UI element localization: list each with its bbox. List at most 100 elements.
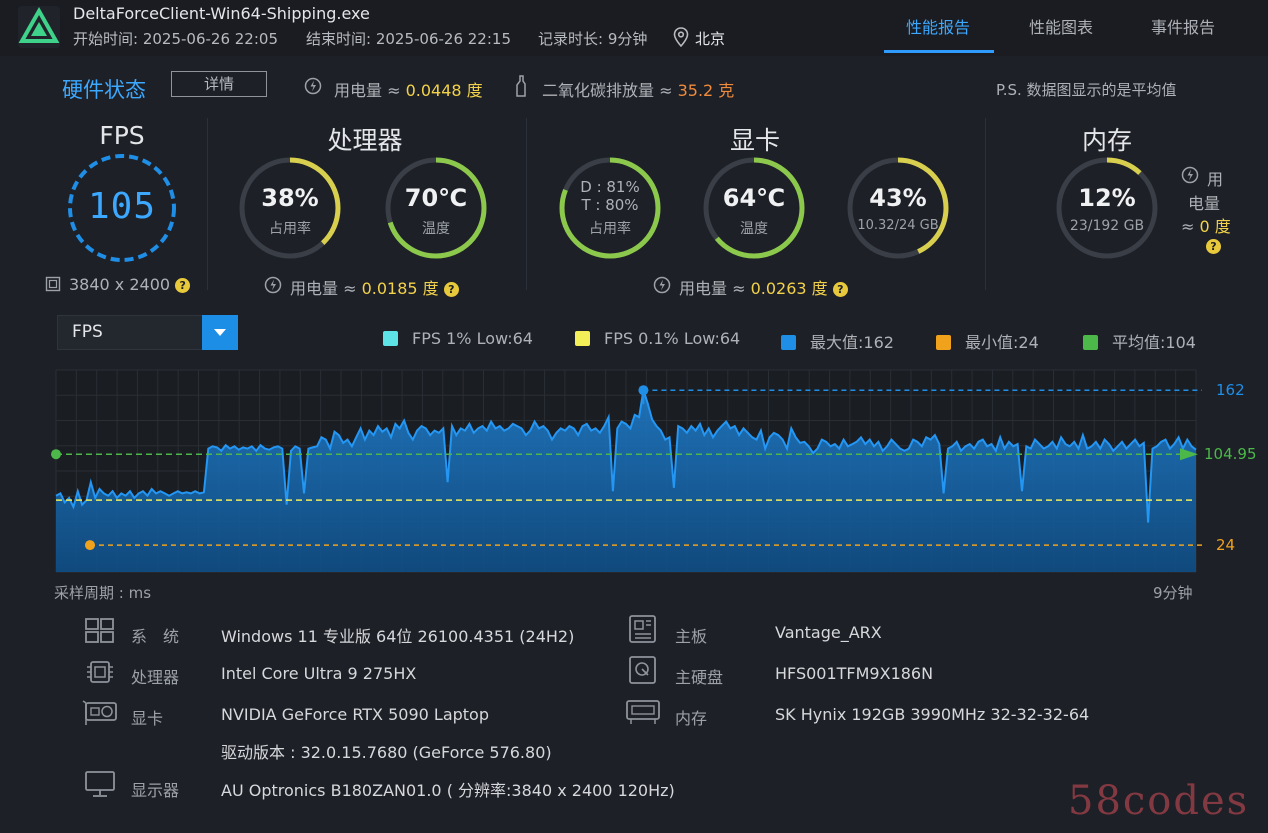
cpu-power-label: 用电量 ≈ [290, 279, 357, 298]
divider [526, 118, 527, 290]
legend-swatch [1083, 335, 1098, 350]
location: 北京 [695, 30, 726, 48]
watermark: 58codes [1068, 778, 1250, 824]
spec-disk-label: 主硬盘 [675, 668, 724, 687]
gpu-vram-value: 43% [869, 184, 927, 212]
gpu-usage-t: T : 80% [581, 196, 639, 214]
avg-value-label: 104.95 [1204, 445, 1257, 463]
gpu-usage-label: 占用率 [589, 221, 631, 237]
memory-power-help-icon[interactable]: ? [1206, 239, 1221, 254]
gpu-vram-label: 10.32/24 GB [857, 218, 939, 233]
title-bar [0, 0, 1268, 56]
spec-cpu-label: 处理器 [131, 668, 180, 687]
memory-power-prefix: ≈ [1181, 217, 1200, 236]
fps-line [55, 389, 1197, 523]
memory-power-value: 0 度 [1199, 217, 1231, 236]
legend-swatch [936, 335, 951, 350]
harddisk-icon [629, 656, 656, 684]
legend-swatch [575, 331, 590, 346]
active-tab-indicator [884, 50, 994, 53]
power-icon [304, 77, 322, 95]
legend-max: 最大值:162 [781, 329, 894, 353]
cpu-usage-gauge [239, 157, 341, 259]
metric-select-button[interactable] [202, 315, 238, 350]
tab-performance-report[interactable]: 性能报告 [906, 18, 971, 37]
gpu-title: 显卡 [729, 126, 780, 155]
cpu-title: 处理器 [327, 126, 403, 155]
resolution-help-icon[interactable]: ? [175, 278, 191, 293]
divider [985, 118, 986, 290]
fps-area [56, 390, 1196, 572]
x-axis-end-label: 9分钟 [1153, 584, 1193, 602]
memory-title: 内存 [1081, 126, 1132, 155]
monitor-icon [85, 771, 115, 797]
app-title: DeltaForceClient-Win64-Shipping.exe [73, 4, 370, 23]
gpu-power-help-icon[interactable]: ? [832, 282, 848, 297]
metric-select-value: FPS [72, 322, 103, 342]
spec-display-value: AU Optronics B180ZAN01.0 ( 分辨率:3840 x 24… [221, 781, 675, 800]
spec-memory-value: SK Hynix 192GB 3990MHz 32-32-32-64 [775, 705, 1090, 724]
memory-usage-label: 23/192 GB [1069, 218, 1145, 234]
resolution-value: 3840 x 2400 [69, 275, 171, 294]
cpu-power-value: 0.0185 度 [361, 279, 439, 298]
spec-disk-value: HFS001TFM9X186N [775, 664, 934, 683]
cpu-temp-label: 温度 [422, 221, 450, 237]
x-axis-start-label: 采样周期 : ms [54, 584, 152, 602]
start-time: 开始时间: 2025-06-26 22:05 [73, 30, 278, 48]
spec-cpu-value: Intel Core Ultra 9 275HX [221, 664, 417, 683]
cpu-power-icon [264, 276, 282, 294]
spec-board-label: 主板 [675, 627, 708, 646]
gpu-power-label: 用电量 ≈ [679, 279, 746, 298]
total-power-value: 0.0448 度 [405, 81, 483, 100]
windows-icon [85, 618, 114, 643]
cpu-power-help-icon[interactable]: ? [443, 282, 459, 297]
fps-gauge [68, 154, 176, 262]
legend-swatch [383, 331, 398, 346]
location-pin-icon [673, 27, 689, 47]
tab-event-report[interactable]: 事件报告 [1151, 18, 1216, 37]
tab-performance-charts[interactable]: 性能图表 [1029, 18, 1094, 37]
divider [207, 118, 208, 290]
legend-avg: 平均值:104 [1083, 329, 1196, 353]
spec-os-value: Windows 11 专业版 64位 26100.4351 (24H2) [221, 627, 575, 646]
spec-driver-value: 驱动版本 : 32.0.15.7680 (GeForce 576.80) [221, 743, 552, 762]
spec-memory-label: 内存 [675, 709, 708, 728]
gpu-power-value: 0.0263 度 [750, 279, 828, 298]
cpu-icon [87, 661, 113, 683]
duration: 记录时长: 9分钟 [538, 30, 648, 48]
legend-01pct-low: FPS 0.1% Low:64 [575, 329, 740, 348]
chevron-down-icon [214, 329, 226, 336]
fps-chart[interactable]: 162 104.95 24 [0, 360, 1268, 580]
co2-label: 二氧化碳排放量 ≈ [542, 81, 673, 100]
spec-display-label: 显示器 [131, 781, 180, 800]
gpu-usage-d: D : 81% [580, 178, 640, 196]
legend-min: 最小值:24 [936, 329, 1039, 353]
spec-board-value: Vantage_ARX [775, 623, 882, 642]
co2-value: 35.2 克 [677, 81, 735, 100]
hardware-status-title: 硬件状态 [62, 78, 146, 102]
legend-swatch [781, 335, 796, 350]
avg-arrow [1180, 448, 1198, 461]
memory-power-icon [1181, 166, 1199, 184]
fps-title: FPS [99, 121, 145, 150]
end-time: 结束时间: 2025-06-26 22:15 [306, 30, 511, 48]
cpu-usage-label: 占用率 [269, 221, 311, 237]
resolution-icon [45, 276, 61, 292]
cpu-usage-value: 38% [261, 184, 319, 212]
cpu-temp-value: 70℃ [404, 184, 468, 212]
ps-note: P.S. 数据图显示的是平均值 [996, 81, 1177, 99]
gpu-temp-label: 温度 [740, 221, 768, 237]
memory-usage-value: 12% [1078, 184, 1136, 212]
details-button[interactable]: 详情 [171, 71, 267, 97]
memory-power-line2: 电量 [1188, 194, 1221, 213]
gpu-temp-value: 64℃ [722, 184, 786, 212]
co2-icon [516, 75, 526, 97]
gpu-power-icon [653, 276, 671, 294]
cpu-temp-gauge [385, 157, 487, 259]
avg-marker [51, 449, 61, 460]
legend-1pct-low: FPS 1% Low:64 [383, 329, 533, 348]
memory-usage-gauge [1056, 157, 1158, 259]
min-marker [85, 540, 95, 551]
max-value-label: 162 [1216, 381, 1245, 399]
min-value-label: 24 [1216, 536, 1235, 554]
